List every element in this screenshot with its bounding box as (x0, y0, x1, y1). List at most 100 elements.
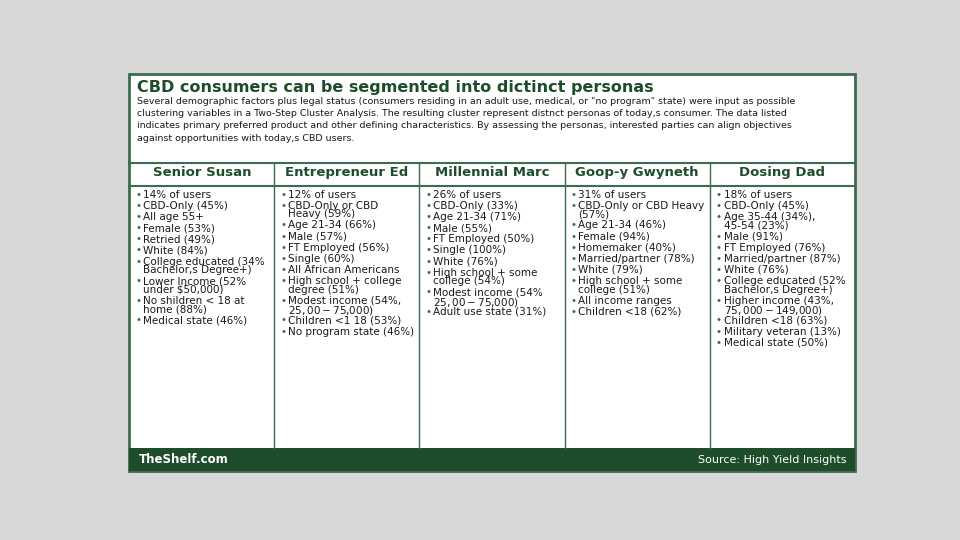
Text: •: • (135, 245, 141, 255)
Text: Male (55%): Male (55%) (433, 223, 492, 233)
Text: Entrepreneur Ed: Entrepreneur Ed (285, 166, 409, 179)
Text: TheShelf.com: TheShelf.com (138, 453, 228, 467)
Text: •: • (280, 315, 287, 326)
Text: •: • (280, 265, 287, 275)
FancyBboxPatch shape (130, 74, 854, 471)
Text: $25,00-$75,000): $25,00-$75,000) (433, 296, 519, 309)
Text: Bachelor,s Degree+): Bachelor,s Degree+) (724, 285, 832, 295)
Text: 12% of users: 12% of users (288, 190, 356, 200)
Text: Homemaker (40%): Homemaker (40%) (579, 242, 677, 253)
Text: CBD consumers can be segmented into dictinct personas: CBD consumers can be segmented into dict… (137, 80, 654, 95)
Text: •: • (716, 201, 722, 211)
Text: •: • (425, 223, 432, 233)
Text: •: • (425, 201, 432, 211)
Text: All age 55+: All age 55+ (143, 212, 204, 222)
Text: •: • (716, 276, 722, 286)
Text: Modest income (54%: Modest income (54% (433, 287, 543, 298)
Text: •: • (135, 190, 141, 200)
Text: •: • (571, 242, 577, 253)
Text: Millennial Marc: Millennial Marc (435, 166, 549, 179)
Text: Goop-y Gwyneth: Goop-y Gwyneth (575, 166, 699, 179)
Text: •: • (425, 190, 432, 200)
Text: Military veteran (13%): Military veteran (13%) (724, 327, 840, 336)
Text: •: • (571, 190, 577, 200)
Text: •: • (425, 212, 432, 222)
Text: •: • (135, 315, 141, 326)
Text: White (76%): White (76%) (433, 256, 498, 267)
Text: college (51%): college (51%) (579, 285, 650, 295)
Text: •: • (280, 220, 287, 231)
Text: Source: High Yield Insights: Source: High Yield Insights (699, 455, 847, 465)
Text: Heavy (59%): Heavy (59%) (288, 209, 355, 219)
Text: Children <18 (62%): Children <18 (62%) (579, 307, 682, 317)
Text: Several demographic factors plus legal status (consumers residing in an adult us: Several demographic factors plus legal s… (137, 97, 796, 143)
Text: All income ranges: All income ranges (579, 296, 672, 306)
Text: CBD-Only or CBD: CBD-Only or CBD (288, 201, 378, 211)
Text: $75,000-$149,000): $75,000-$149,000) (724, 304, 823, 318)
Text: FT Employed (76%): FT Employed (76%) (724, 242, 825, 253)
Text: degree (51%): degree (51%) (288, 285, 359, 295)
Text: •: • (425, 256, 432, 267)
Text: •: • (716, 254, 722, 264)
Text: High school + college: High school + college (288, 276, 402, 286)
Text: High school + some: High school + some (433, 268, 538, 278)
Text: CBD-Only (45%): CBD-Only (45%) (724, 201, 808, 211)
Text: •: • (135, 276, 141, 286)
Text: Female (53%): Female (53%) (143, 223, 215, 233)
Text: •: • (571, 220, 577, 231)
Text: •: • (135, 296, 141, 306)
Text: 14% of users: 14% of users (143, 190, 211, 200)
Text: •: • (716, 212, 722, 222)
Text: •: • (135, 201, 141, 211)
Text: •: • (280, 201, 287, 211)
Text: •: • (716, 242, 722, 253)
Text: •: • (716, 232, 722, 241)
Text: Retried (49%): Retried (49%) (143, 234, 215, 244)
Text: $25,00-$75,000): $25,00-$75,000) (288, 304, 374, 318)
Text: Male (57%): Male (57%) (288, 232, 348, 241)
Text: •: • (135, 256, 141, 267)
Text: CBD-Only (45%): CBD-Only (45%) (143, 201, 228, 211)
Text: •: • (425, 234, 432, 244)
Text: Medical state (46%): Medical state (46%) (143, 315, 248, 326)
Text: CBD-Only (33%): CBD-Only (33%) (433, 201, 518, 211)
Text: 31% of users: 31% of users (579, 190, 647, 200)
Text: •: • (280, 242, 287, 253)
Text: College educated (52%: College educated (52% (724, 276, 845, 286)
Text: Age 21-34 (46%): Age 21-34 (46%) (579, 220, 666, 231)
Text: White (76%): White (76%) (724, 265, 788, 275)
Text: White (84%): White (84%) (143, 245, 208, 255)
Text: •: • (280, 276, 287, 286)
Text: •: • (280, 254, 287, 264)
Text: •: • (571, 296, 577, 306)
Text: Male (91%): Male (91%) (724, 232, 782, 241)
Text: •: • (571, 201, 577, 211)
Text: under $50,000): under $50,000) (143, 285, 224, 295)
Text: •: • (280, 327, 287, 336)
Text: •: • (135, 223, 141, 233)
Text: •: • (716, 190, 722, 200)
Text: Lower Income (52%: Lower Income (52% (143, 276, 247, 286)
FancyBboxPatch shape (130, 448, 854, 471)
Text: Children <18 (63%): Children <18 (63%) (724, 315, 827, 326)
Text: •: • (280, 232, 287, 241)
Text: •: • (280, 296, 287, 306)
Text: Age 21-34 (71%): Age 21-34 (71%) (433, 212, 521, 222)
Text: •: • (425, 268, 432, 278)
Text: •: • (716, 296, 722, 306)
Text: •: • (571, 276, 577, 286)
Text: (57%): (57%) (579, 209, 610, 219)
Text: 45-54 (23%): 45-54 (23%) (724, 220, 788, 231)
Text: •: • (571, 307, 577, 317)
Text: 18% of users: 18% of users (724, 190, 792, 200)
Text: White (79%): White (79%) (579, 265, 643, 275)
Text: Female (94%): Female (94%) (579, 232, 650, 241)
Text: Single (60%): Single (60%) (288, 254, 355, 264)
Text: •: • (425, 307, 432, 317)
Text: Modest income (54%,: Modest income (54%, (288, 296, 401, 306)
Text: •: • (425, 245, 432, 255)
Text: •: • (716, 327, 722, 336)
Text: Senior Susan: Senior Susan (153, 166, 252, 179)
Text: •: • (135, 234, 141, 244)
Text: •: • (571, 232, 577, 241)
